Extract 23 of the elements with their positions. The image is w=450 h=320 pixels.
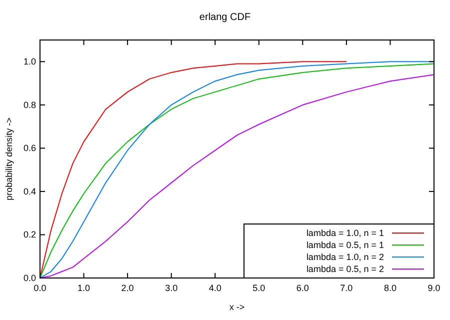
legend-label: lambda = 0.5, n = 1 (306, 240, 384, 250)
y-tick-label: 0.4 (23, 186, 36, 196)
chart-title: erlang CDF (199, 12, 251, 23)
x-tick-label: 0.0 (34, 283, 46, 293)
y-axis-title: probability density -> (4, 118, 14, 200)
x-axis-title: x -> (229, 302, 245, 312)
x-tick-label: 4.0 (208, 283, 222, 293)
legend-label: lambda = 1.0, n = 1 (306, 228, 384, 238)
y-tick-label: 0.6 (23, 143, 36, 154)
x-tick-label: 1.0 (78, 283, 90, 293)
legend-label: lambda = 1.0, n = 2 (306, 252, 384, 262)
y-tick-label: 1.0 (23, 56, 36, 67)
y-tick-label: 0.8 (23, 100, 36, 110)
x-tick-label: 3.0 (165, 283, 178, 293)
x-tick-label: 6.0 (296, 283, 309, 293)
x-tick-label: 5.0 (252, 283, 266, 293)
x-tick-label: 9.0 (428, 283, 440, 293)
x-tick-label: 7.0 (340, 283, 353, 293)
y-tick-label: 0.2 (23, 230, 36, 240)
y-tick-label: 0.0 (23, 273, 36, 283)
x-tick-label: 2.0 (121, 283, 134, 293)
legend-label: lambda = 0.5, n = 2 (306, 264, 384, 274)
x-tick-label: 8.0 (384, 283, 396, 293)
